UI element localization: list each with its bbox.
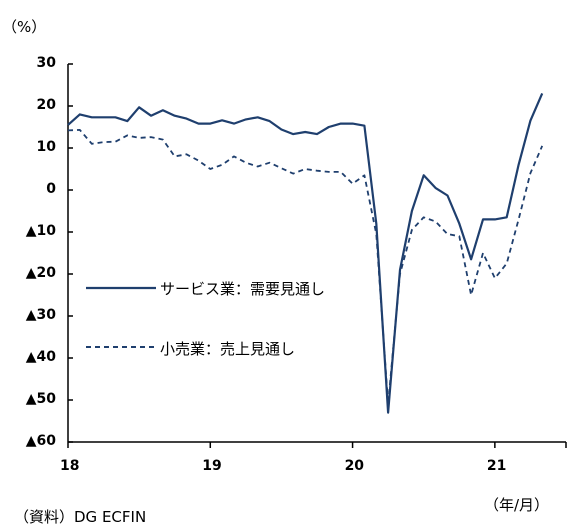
series-line-retail [67, 128, 544, 406]
x-tick-label: 21 [486, 458, 507, 474]
x-tick-label: 20 [344, 458, 365, 474]
y-tick-label: 0 [46, 181, 56, 197]
chart-series [67, 92, 544, 414]
x-tick-label: 18 [60, 458, 80, 474]
legend-label-service: サービス業：需要見通し [160, 280, 326, 298]
series-line-service [67, 92, 544, 414]
y-tick-label: 20 [36, 97, 56, 113]
y-tick-label: ▲40 [25, 349, 56, 365]
y-axis-unit: （%） [2, 18, 47, 36]
x-tick-label: 19 [202, 458, 222, 474]
y-tick-label: 30 [36, 55, 56, 71]
y-tick-label: 10 [36, 139, 56, 155]
y-tick-label: ▲10 [25, 223, 56, 239]
legend-label-retail: 小売業：売上見通し [160, 340, 296, 358]
x-axis-unit: （年/月） [484, 496, 550, 514]
y-tick-label: ▲60 [25, 433, 56, 449]
source-note: （資料）DG ECFIN [14, 508, 147, 526]
y-tick-label: ▲50 [25, 391, 56, 407]
y-tick-label: ▲20 [25, 265, 56, 281]
chart-axes [67, 63, 567, 448]
legend-swatches [86, 286, 156, 348]
y-tick-label: ▲30 [25, 307, 56, 323]
